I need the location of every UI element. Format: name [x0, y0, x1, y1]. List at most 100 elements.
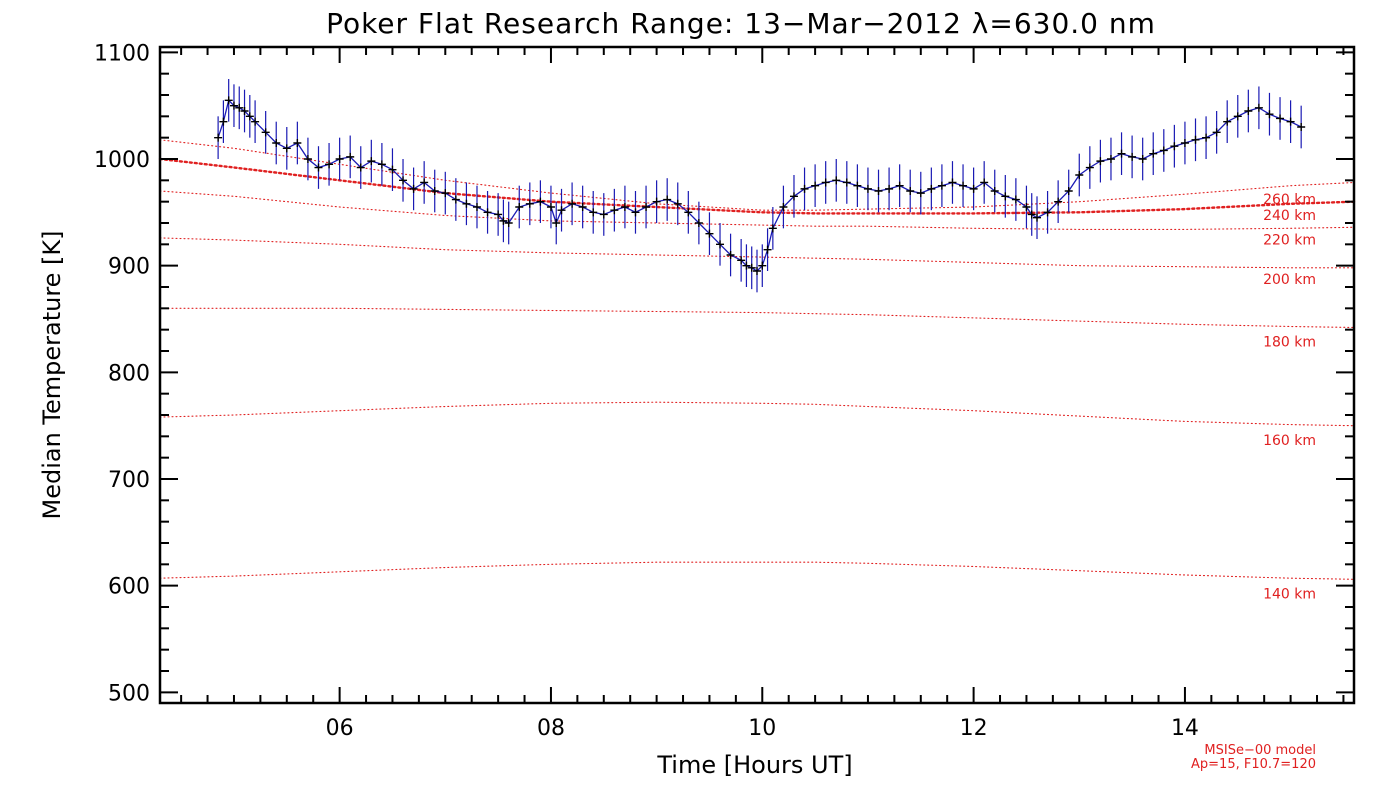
- model-label: 260 km: [1263, 192, 1316, 208]
- x-axis-label: Time [Hours UT]: [656, 751, 852, 779]
- x-tick-label: 12: [960, 716, 988, 741]
- data-point: [1202, 133, 1211, 142]
- data-point: [1117, 149, 1126, 158]
- data-point: [980, 178, 989, 187]
- data-point: [705, 229, 714, 238]
- data-point: [1096, 157, 1105, 166]
- data-point: [874, 187, 883, 195]
- data-point: [525, 199, 534, 208]
- data-point: [282, 144, 291, 153]
- data-point: [779, 203, 788, 211]
- data-point: [214, 133, 223, 142]
- data-point: [557, 206, 566, 215]
- model-note-line-1: MSISe−00 model: [1204, 743, 1316, 758]
- data-point: [251, 117, 260, 126]
- data-point: [240, 107, 249, 115]
- data-point: [684, 208, 693, 217]
- model-note-line-2: Ap=15, F10.7=120: [1191, 757, 1316, 772]
- data-point: [610, 206, 619, 215]
- data-point: [1043, 208, 1052, 217]
- data-point: [568, 199, 577, 208]
- data-point: [1286, 117, 1295, 126]
- data-point: [937, 181, 946, 190]
- data-point: [842, 178, 851, 187]
- data-point: [552, 219, 561, 227]
- data-point: [1033, 213, 1042, 222]
- data-point: [589, 208, 598, 217]
- data-point: [742, 261, 751, 270]
- data-point: [885, 184, 894, 193]
- data-point: [546, 203, 555, 211]
- data-point: [800, 184, 809, 193]
- data-point: [272, 139, 281, 147]
- data-point: [1106, 155, 1115, 163]
- model-label: 140 km: [1263, 586, 1316, 602]
- model-label: 240 km: [1263, 208, 1316, 224]
- data-point: [959, 181, 968, 190]
- data-point: [536, 197, 545, 206]
- data-point: [832, 176, 841, 185]
- data-point: [1223, 117, 1232, 126]
- data-point: [1191, 135, 1200, 144]
- data-point: [504, 219, 513, 227]
- data-point: [906, 187, 915, 195]
- data-point: [716, 240, 725, 249]
- plot-frame: [158, 45, 1356, 705]
- data-point: [1075, 171, 1084, 179]
- data-point: [948, 178, 957, 187]
- data-point: [768, 224, 777, 233]
- data-point: [235, 103, 244, 112]
- y-tick-label: 700: [108, 468, 150, 493]
- data-point: [483, 208, 492, 217]
- data-point: [451, 195, 460, 204]
- data-point: [821, 178, 830, 187]
- data-point: [652, 197, 661, 206]
- axis-ticks: 06 08 10 12 14 500 600 700 800 900 1000 1100: [94, 41, 1354, 741]
- data-point: [462, 199, 471, 208]
- data-point: [694, 219, 703, 227]
- data-point: [969, 184, 978, 193]
- data-point: [1233, 112, 1242, 121]
- data-point: [494, 210, 503, 219]
- data-point: [1128, 152, 1137, 161]
- data-point: [599, 210, 608, 219]
- data-point: [673, 199, 682, 208]
- y-tick-label: 800: [108, 361, 150, 386]
- data-point: [578, 203, 587, 211]
- data-point: [747, 263, 756, 272]
- data-point: [499, 216, 508, 225]
- data-point: [399, 176, 408, 185]
- data-point: [346, 152, 355, 161]
- data-point: [1244, 107, 1253, 115]
- data-point: [377, 160, 386, 169]
- data-point: [895, 181, 904, 190]
- data-point: [1170, 142, 1179, 151]
- data-point: [1159, 146, 1168, 155]
- data-point: [1011, 195, 1020, 204]
- model-curve-200km: [159, 237, 1355, 269]
- data-point: [430, 187, 439, 195]
- data-point: [758, 261, 767, 270]
- x-tick-label: 08: [537, 716, 565, 741]
- data-point: [726, 251, 735, 259]
- model-label: 200 km: [1263, 272, 1316, 288]
- data-point: [1276, 114, 1285, 123]
- data-point: [1297, 123, 1306, 131]
- data-point: [1064, 187, 1073, 195]
- data-point: [261, 128, 270, 137]
- data-point: [356, 163, 365, 172]
- data-point: [515, 203, 524, 211]
- data-point: [367, 157, 376, 166]
- y-axis-label: Median Temperature [K]: [38, 230, 66, 519]
- y-tick-label: 500: [108, 681, 150, 706]
- model-lines: [158, 139, 1356, 580]
- data-point: [219, 117, 228, 126]
- data-point: [224, 96, 233, 105]
- y-tick-label: 600: [108, 575, 150, 600]
- data-point: [293, 139, 302, 147]
- data-point: [1027, 210, 1036, 219]
- model-label: 180 km: [1263, 335, 1316, 351]
- data-point: [1022, 203, 1031, 211]
- data-point: [916, 189, 925, 198]
